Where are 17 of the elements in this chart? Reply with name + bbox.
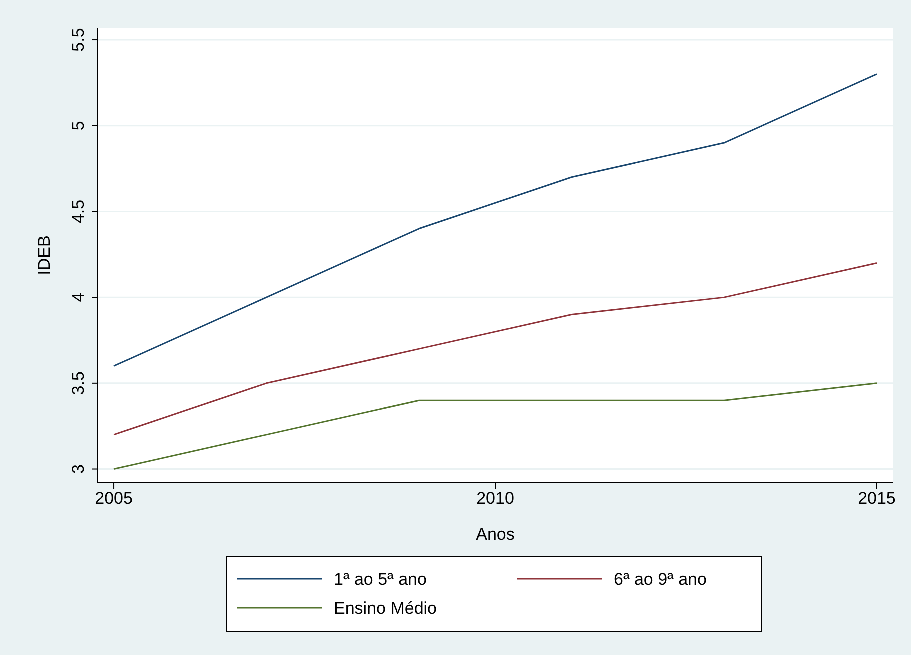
y-axis-title: IDEB [35, 236, 54, 276]
y-tick-label: 5 [68, 121, 88, 131]
legend-label: 6ª ao 9ª ano [614, 570, 707, 589]
y-tick-label: 3.5 [68, 372, 88, 396]
x-tick-label: 2010 [476, 489, 514, 508]
x-tick-label: 2015 [858, 489, 896, 508]
y-tick-label: 4.5 [68, 200, 88, 224]
line-series [113, 382, 878, 470]
y-tick-label: 5.5 [68, 28, 88, 52]
x-axis-title: Anos [476, 525, 515, 544]
line-series [113, 74, 878, 367]
y-tick-label: 4 [68, 292, 88, 302]
x-tick-label: 2005 [95, 489, 133, 508]
legend-label: 1ª ao 5ª ano [334, 570, 427, 589]
y-tick-label: 3 [68, 464, 88, 474]
line-series [113, 262, 878, 436]
legend-label: Ensino Médio [334, 598, 438, 618]
